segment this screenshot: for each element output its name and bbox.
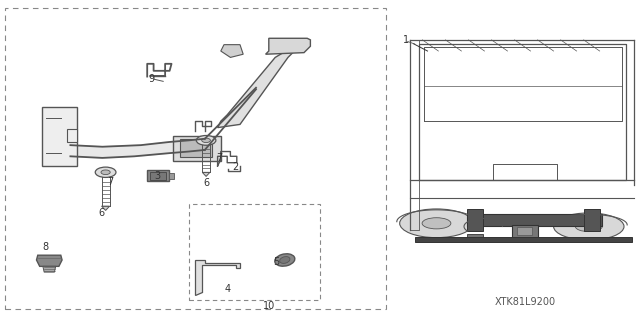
Text: 8: 8 [42,242,49,252]
Text: 3: 3 [154,171,161,182]
Polygon shape [218,48,294,128]
Text: 6: 6 [98,208,104,218]
Polygon shape [221,45,243,57]
Bar [189,204,320,300]
FancyBboxPatch shape [467,234,483,241]
Circle shape [202,138,211,143]
Polygon shape [102,206,109,211]
Text: 1: 1 [403,35,409,45]
Ellipse shape [399,209,474,238]
Circle shape [95,167,116,177]
Circle shape [101,170,110,174]
Text: 10: 10 [263,301,276,311]
Ellipse shape [280,256,290,263]
Ellipse shape [275,254,295,266]
Polygon shape [202,172,210,176]
Polygon shape [36,255,62,266]
Text: 4: 4 [225,284,231,294]
FancyBboxPatch shape [517,227,532,235]
Polygon shape [195,260,240,295]
FancyBboxPatch shape [584,209,600,231]
Text: 2: 2 [232,161,238,172]
FancyBboxPatch shape [415,237,632,242]
Text: 5: 5 [273,257,280,267]
FancyBboxPatch shape [42,107,77,166]
Text: XTK81L9200: XTK81L9200 [494,297,556,307]
FancyBboxPatch shape [512,225,538,238]
Ellipse shape [575,221,602,232]
Polygon shape [70,139,205,158]
Polygon shape [67,129,77,142]
FancyBboxPatch shape [180,139,212,157]
Ellipse shape [422,218,451,229]
Text: 7: 7 [216,152,222,163]
Text: 6: 6 [204,178,210,188]
FancyBboxPatch shape [169,173,174,179]
FancyBboxPatch shape [150,172,166,180]
Polygon shape [266,38,310,54]
FancyBboxPatch shape [173,136,221,161]
FancyBboxPatch shape [467,214,602,226]
Polygon shape [43,266,56,272]
Text: 7: 7 [107,176,113,187]
FancyBboxPatch shape [467,209,483,231]
Text: 9: 9 [148,74,155,85]
Ellipse shape [554,213,624,240]
FancyBboxPatch shape [147,170,169,181]
Bar [5,8,386,309]
Circle shape [196,136,216,145]
